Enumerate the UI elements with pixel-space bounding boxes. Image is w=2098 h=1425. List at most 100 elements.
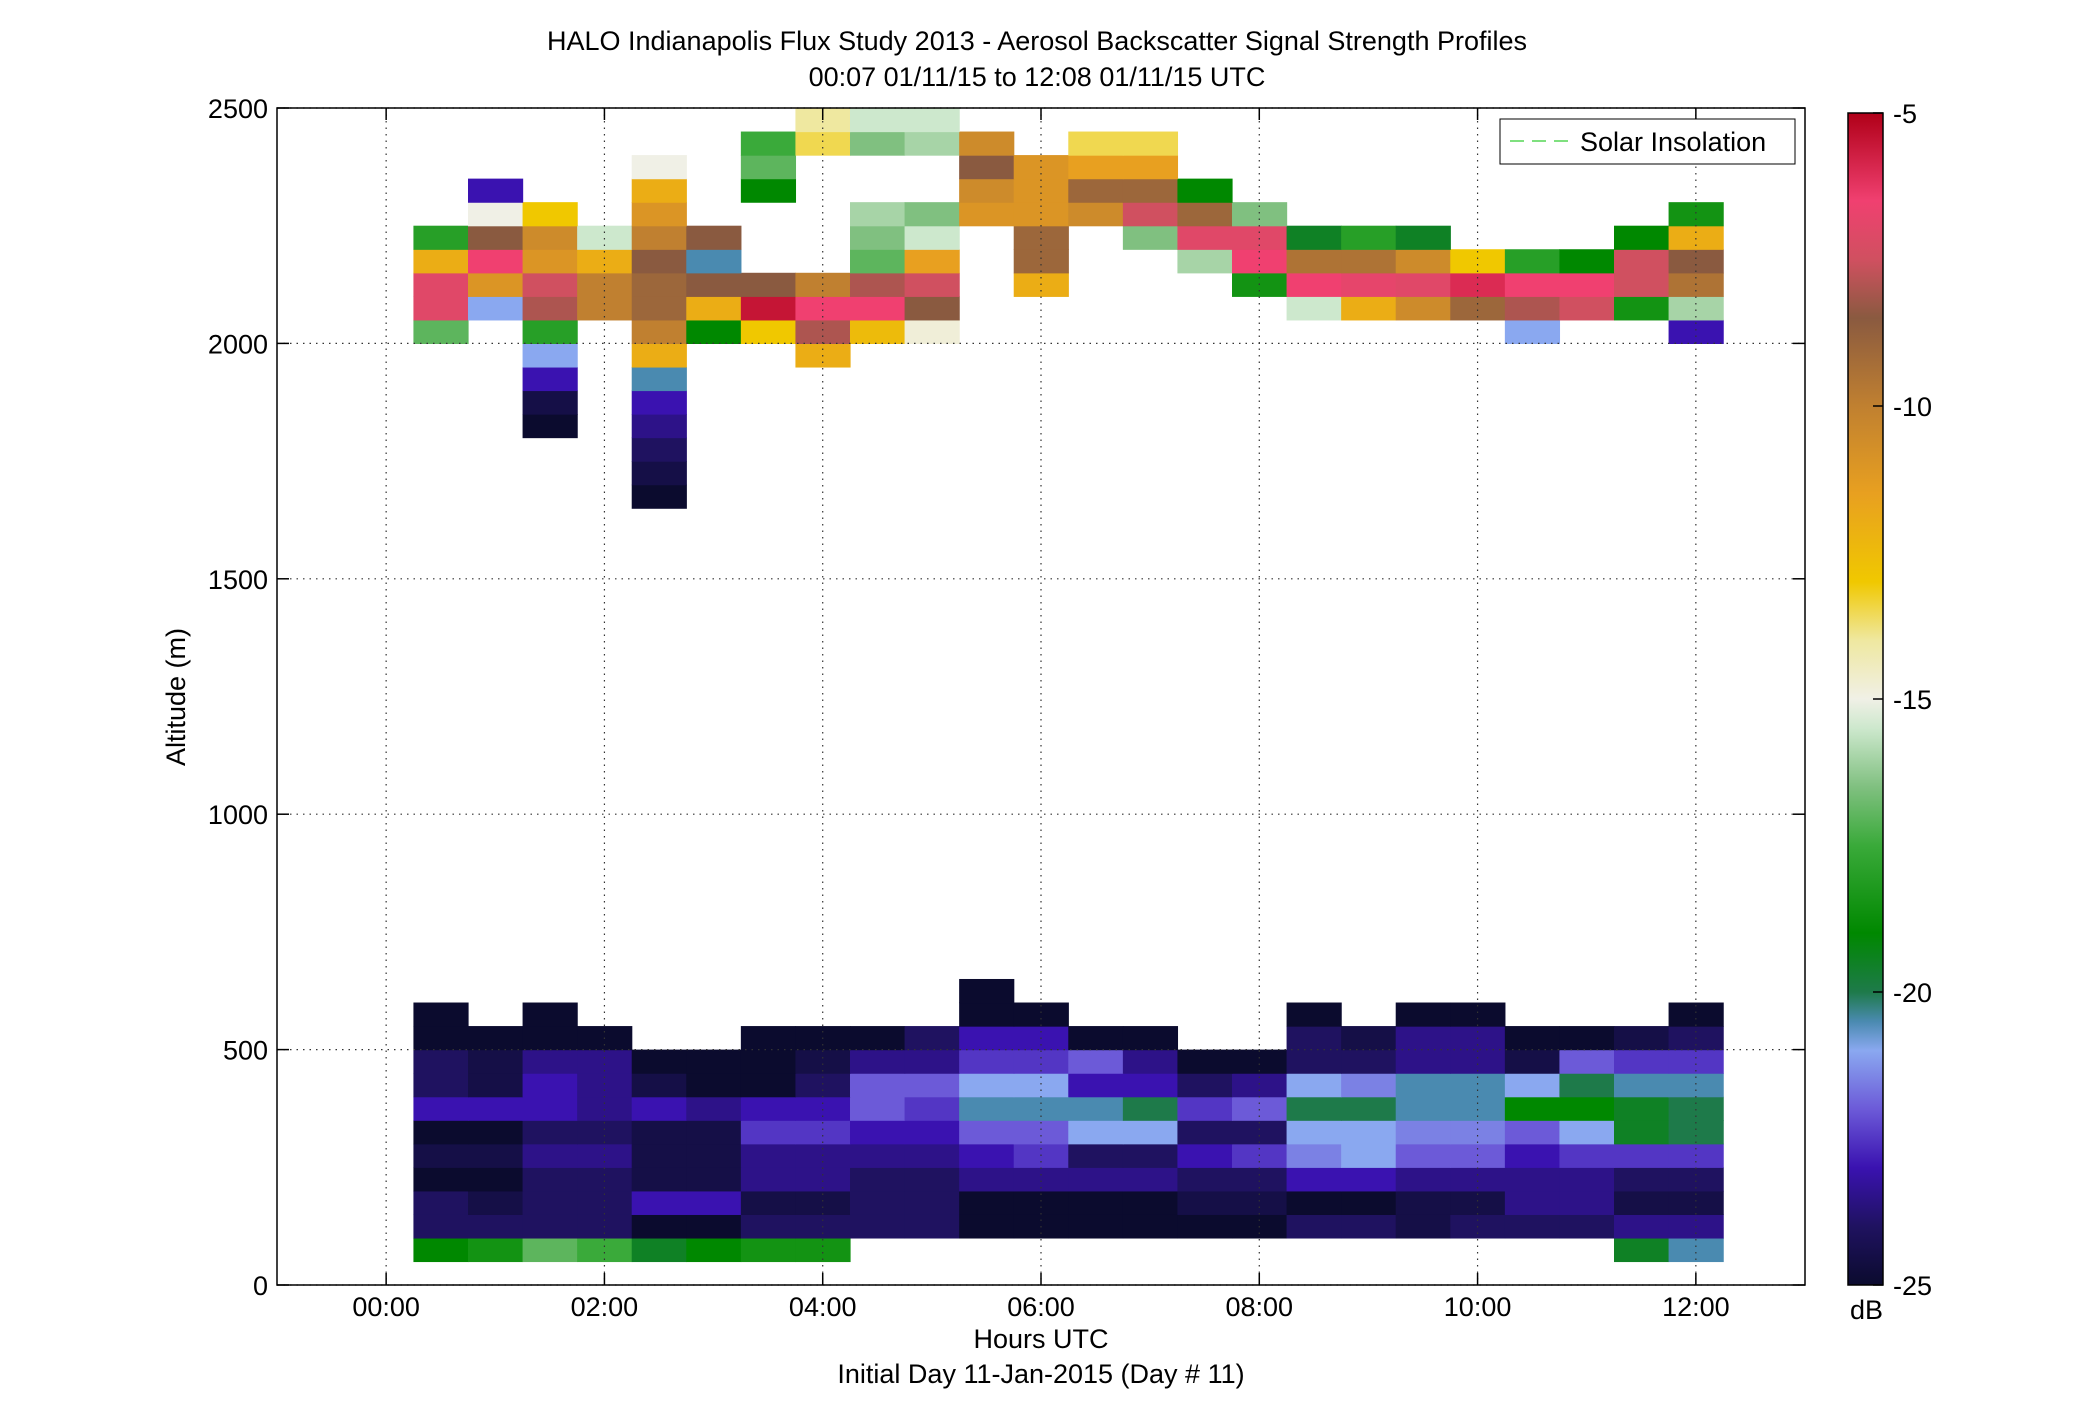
heatmap-cell: [1504, 1190, 1561, 1215]
heatmap-cell: [1122, 1049, 1179, 1074]
heatmap-cell: [850, 249, 906, 274]
heatmap-cell: [1395, 1120, 1451, 1145]
heatmap-cell: [1177, 1096, 1233, 1121]
heatmap-cell: [904, 1073, 960, 1098]
heatmap-cell: [1614, 1237, 1670, 1263]
heatmap-cell: [413, 296, 469, 321]
heatmap-cell: [1559, 1096, 1615, 1121]
heatmap-cell: [740, 319, 797, 344]
heatmap-cell: [1341, 1026, 1397, 1051]
chart-subtitle: 00:07 01/11/15 to 12:08 01/11/15 UTC: [809, 62, 1266, 92]
x-tick-label: 06:00: [1007, 1292, 1075, 1322]
heatmap-cell: [1559, 272, 1615, 297]
heatmap-cell: [850, 131, 906, 156]
heatmap-cell: [522, 1026, 578, 1051]
heatmap-cell: [1177, 1214, 1233, 1239]
heatmap-cell: [1504, 1214, 1561, 1239]
heatmap-cell: [904, 202, 960, 227]
heatmap-cell: [795, 1096, 851, 1121]
heatmap-cell: [1614, 249, 1670, 274]
heatmap-cell: [413, 225, 469, 250]
heatmap-cell: [413, 1237, 469, 1263]
heatmap-cell: [959, 155, 1015, 180]
heatmap-cell: [1614, 1167, 1670, 1192]
heatmap-cell: [1614, 1190, 1670, 1215]
heatmap-cell: [522, 1214, 578, 1239]
heatmap-cell: [850, 108, 906, 133]
colorbar-ticks: -5 -10 -15 -20 -25: [1873, 99, 1932, 1301]
heatmap-cell: [740, 155, 797, 180]
heatmap-cell: [1122, 155, 1179, 180]
heatmap-cell: [1122, 1073, 1179, 1098]
heatmap-cell: [1286, 1143, 1342, 1168]
heatmap-cell: [740, 296, 797, 321]
heatmap-cell: [686, 249, 742, 274]
heatmap-cell: [904, 225, 960, 250]
heatmap-cell: [1177, 1049, 1233, 1074]
heatmap-cell: [522, 390, 578, 415]
heatmap-cell: [1614, 1120, 1670, 1145]
heatmap-cell: [1013, 225, 1069, 250]
heatmap-cell: [1395, 1167, 1451, 1192]
heatmap-cell: [1668, 225, 1724, 250]
heatmap-cell: [959, 1096, 1015, 1121]
heatmap-cell: [1122, 1190, 1179, 1215]
x-tick-label: 08:00: [1225, 1292, 1293, 1322]
heatmap-cell: [1450, 1002, 1506, 1027]
heatmap-cell: [1286, 1214, 1342, 1239]
heatmap-cell: [686, 1096, 742, 1121]
heatmap-cell: [1013, 1096, 1069, 1121]
heatmap-cell: [1450, 1096, 1506, 1121]
axis-ticks: 00:00 02:00 04:00 06:00 08:00 10:00 12:00 0 500 1…: [208, 94, 1805, 1322]
colorbar-tick-label: -15: [1893, 685, 1932, 715]
heatmap-cell: [904, 1049, 960, 1074]
heatmap-cell: [904, 131, 960, 156]
heatmap-cell: [577, 1096, 633, 1121]
heatmap-cell: [686, 272, 742, 297]
heatmap-cell: [904, 1120, 960, 1145]
heatmap-cell: [1232, 1049, 1288, 1074]
heatmap-cell: [1668, 1096, 1724, 1121]
heatmap-cell: [1177, 202, 1233, 227]
heatmap-cell: [1177, 1143, 1233, 1168]
heatmap-cell: [686, 1190, 742, 1215]
heatmap-cell: [522, 1096, 578, 1121]
heatmap-cell: [850, 1214, 906, 1239]
heatmap-cell: [1559, 296, 1615, 321]
heatmap-cell: [959, 1143, 1015, 1168]
heatmap-cell: [468, 1026, 524, 1051]
heatmap-cell: [959, 131, 1015, 156]
x-axis-label: Hours UTC: [973, 1324, 1108, 1354]
heatmap-cell: [686, 1214, 742, 1239]
heatmap-cell: [740, 1120, 797, 1145]
heatmap-cell: [904, 1167, 960, 1192]
heatmap-cell: [1286, 1167, 1342, 1192]
heatmap-cell: [1504, 1026, 1561, 1051]
heatmap-cells: [413, 108, 1724, 1263]
heatmap-cell: [1122, 225, 1179, 250]
colorbar-tick-label: -5: [1893, 99, 1917, 129]
heatmap-cell: [1395, 272, 1451, 297]
heatmap-cell: [413, 1026, 469, 1051]
heatmap-cell: [1395, 1002, 1451, 1027]
heatmap-cell: [1614, 272, 1670, 297]
heatmap-cell: [631, 1073, 687, 1098]
heatmap-cell: [740, 1143, 797, 1168]
heatmap-cell: [1614, 1214, 1670, 1239]
heatmap-cell: [686, 1120, 742, 1145]
x-tick-label: 00:00: [352, 1292, 420, 1322]
heatmap-cell: [1395, 1096, 1451, 1121]
heatmap-cell: [1177, 1073, 1233, 1098]
heatmap-cell: [850, 1096, 906, 1121]
heatmap-cell: [468, 296, 524, 321]
heatmap-cell: [740, 272, 797, 297]
colorbar-unit: dB: [1850, 1295, 1883, 1325]
heatmap-cell: [1122, 131, 1179, 156]
heatmap-cell: [631, 202, 687, 227]
heatmap-cell: [850, 1073, 906, 1098]
heatmap-cell: [795, 131, 851, 156]
heatmap-cell: [631, 319, 687, 344]
heatmap-cell: [1559, 1167, 1615, 1192]
heatmap-cell: [1068, 1214, 1124, 1239]
heatmap-cell: [522, 1120, 578, 1145]
